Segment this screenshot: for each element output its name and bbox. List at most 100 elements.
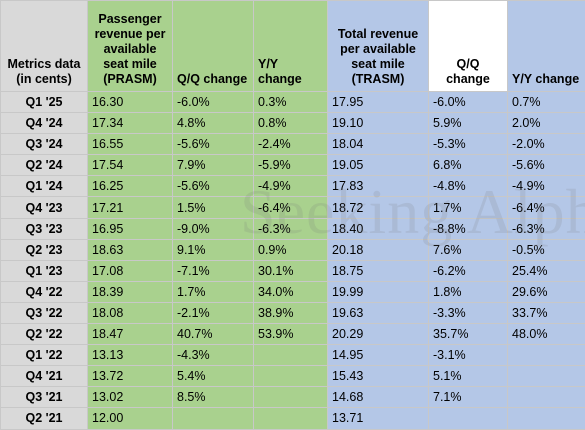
prasm-yy: -6.4% (254, 197, 328, 218)
row-quarter: Q2 '23 (1, 239, 88, 260)
trasm-qq: 35.7% (429, 324, 508, 345)
row-quarter: Q4 '24 (1, 113, 88, 134)
row-quarter: Q3 '21 (1, 387, 88, 408)
row-quarter: Q2 '22 (1, 324, 88, 345)
trasm-value: 19.63 (328, 302, 429, 323)
trasm-qq: 5.9% (429, 113, 508, 134)
prasm-yy: -5.9% (254, 155, 328, 176)
prasm-yy: -2.4% (254, 134, 328, 155)
prasm-yy: -6.3% (254, 218, 328, 239)
prasm-yy: 30.1% (254, 260, 328, 281)
prasm-value: 13.02 (88, 387, 173, 408)
prasm-yy: 0.9% (254, 239, 328, 260)
trasm-value: 18.04 (328, 134, 429, 155)
trasm-value: 19.05 (328, 155, 429, 176)
row-quarter: Q3 '23 (1, 218, 88, 239)
prasm-value: 17.34 (88, 113, 173, 134)
prasm-value: 17.21 (88, 197, 173, 218)
header-trasm-yy: Y/Y change (508, 1, 585, 92)
trasm-qq: -3.1% (429, 345, 508, 366)
trasm-yy (508, 366, 585, 387)
trasm-qq: -8.8% (429, 218, 508, 239)
prasm-value: 18.39 (88, 281, 173, 302)
prasm-qq (173, 408, 254, 429)
trasm-yy: 2.0% (508, 113, 585, 134)
prasm-value: 12.00 (88, 408, 173, 429)
header-prasm: Passenger revenue per available seat mil… (88, 1, 173, 92)
trasm-qq (429, 408, 508, 429)
prasm-yy: 53.9% (254, 324, 328, 345)
prasm-value: 18.08 (88, 302, 173, 323)
trasm-value: 19.99 (328, 281, 429, 302)
trasm-value: 18.72 (328, 197, 429, 218)
header-row: Metrics data (in cents) Passenger revenu… (1, 1, 585, 92)
header-metrics: Metrics data (in cents) (1, 1, 88, 92)
prasm-qq: 9.1% (173, 239, 254, 260)
trasm-yy: 25.4% (508, 260, 585, 281)
prasm-qq: 1.7% (173, 281, 254, 302)
trasm-value: 18.40 (328, 218, 429, 239)
trasm-value: 14.68 (328, 387, 429, 408)
trasm-qq: 5.1% (429, 366, 508, 387)
row-quarter: Q3 '22 (1, 302, 88, 323)
trasm-value: 19.10 (328, 113, 429, 134)
prasm-yy (254, 366, 328, 387)
trasm-yy (508, 387, 585, 408)
header-trasm: Total revenue per available seat mile (T… (328, 1, 429, 92)
trasm-value: 17.95 (328, 92, 429, 113)
prasm-yy (254, 345, 328, 366)
trasm-qq: 1.7% (429, 197, 508, 218)
prasm-yy: -4.9% (254, 176, 328, 197)
trasm-value: 18.75 (328, 260, 429, 281)
row-quarter: Q2 '24 (1, 155, 88, 176)
trasm-qq: 1.8% (429, 281, 508, 302)
trasm-value: 17.83 (328, 176, 429, 197)
prasm-qq: -5.6% (173, 134, 254, 155)
trasm-yy: 29.6% (508, 281, 585, 302)
trasm-qq: -3.3% (429, 302, 508, 323)
prasm-yy (254, 408, 328, 429)
prasm-qq: -9.0% (173, 218, 254, 239)
prasm-qq: 40.7% (173, 324, 254, 345)
trasm-value: 20.29 (328, 324, 429, 345)
prasm-yy: 0.8% (254, 113, 328, 134)
prasm-value: 13.13 (88, 345, 173, 366)
prasm-qq: -7.1% (173, 260, 254, 281)
prasm-qq: -5.6% (173, 176, 254, 197)
prasm-qq: -4.3% (173, 345, 254, 366)
trasm-yy: -2.0% (508, 134, 585, 155)
trasm-yy: -5.6% (508, 155, 585, 176)
prasm-yy: 34.0% (254, 281, 328, 302)
trasm-value: 14.95 (328, 345, 429, 366)
header-prasm-qq: Q/Q change (173, 1, 254, 92)
row-quarter: Q1 '22 (1, 345, 88, 366)
prasm-yy: 38.9% (254, 302, 328, 323)
prasm-value: 16.95 (88, 218, 173, 239)
prasm-qq: 5.4% (173, 366, 254, 387)
row-quarter: Q4 '21 (1, 366, 88, 387)
header-prasm-yy: Y/Y change (254, 1, 328, 92)
trasm-qq: -5.3% (429, 134, 508, 155)
trasm-qq: -6.0% (429, 92, 508, 113)
trasm-qq: 7.1% (429, 387, 508, 408)
prasm-yy (254, 387, 328, 408)
row-quarter: Q1 '24 (1, 176, 88, 197)
prasm-value: 13.72 (88, 366, 173, 387)
prasm-value: 18.47 (88, 324, 173, 345)
prasm-qq: -6.0% (173, 92, 254, 113)
trasm-yy (508, 345, 585, 366)
prasm-value: 17.08 (88, 260, 173, 281)
